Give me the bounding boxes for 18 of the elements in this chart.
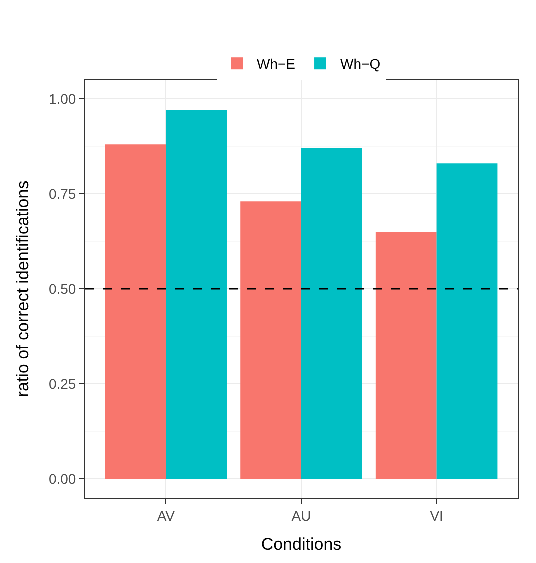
y-axis-title: ratio of correct identifications <box>14 180 32 398</box>
y-tick-label: 1.00 <box>48 90 76 107</box>
bar <box>436 164 498 479</box>
legend-label: Wh−E <box>257 56 296 72</box>
x-tick-label: AV <box>157 508 176 524</box>
x-tick-label: VI <box>430 508 444 524</box>
y-tick-label: 0.00 <box>48 470 76 487</box>
bar <box>166 110 228 479</box>
y-tick-label: 0.25 <box>48 376 76 392</box>
bar <box>240 202 302 479</box>
bar <box>105 144 166 479</box>
x-axis-title: Conditions <box>261 535 342 554</box>
legend-label: Wh−Q <box>340 56 381 72</box>
y-tick-label: 0.50 <box>48 280 76 297</box>
bar <box>302 148 362 479</box>
y-tick-label: 0.75 <box>48 186 76 202</box>
bar <box>376 232 437 479</box>
x-tick-label: AU <box>292 508 312 524</box>
